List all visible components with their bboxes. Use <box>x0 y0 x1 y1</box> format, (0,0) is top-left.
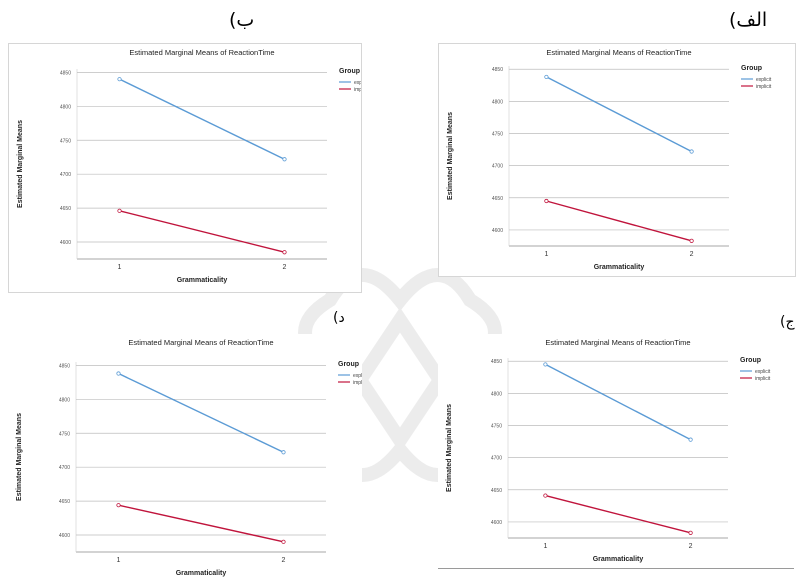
y-tick-label: 4850 <box>59 363 70 369</box>
x-axis-label: Grammaticality <box>594 264 645 271</box>
panel-label-be: ب) <box>229 9 255 31</box>
y-tick-label: 4750 <box>60 138 71 144</box>
series-explicit-point <box>282 157 287 162</box>
y-tick-label: 4600 <box>60 240 71 246</box>
panel-label-alef: الف) <box>729 9 768 31</box>
y-tick-label: 4850 <box>60 70 71 76</box>
legend-label-implicit: implicit <box>354 87 361 93</box>
y-tick-label: 4700 <box>491 456 502 462</box>
series-implicit-point <box>117 208 122 213</box>
y-tick-label: 4700 <box>492 164 503 170</box>
series-explicit-point <box>281 450 286 455</box>
chart-alef: Estimated Marginal Means of ReactionTime… <box>438 43 796 277</box>
x-axis-label: Grammaticality <box>593 556 644 563</box>
y-tick-label: 4750 <box>491 424 502 430</box>
legend-label-implicit: implicit <box>353 380 362 386</box>
series-implicit-point <box>282 250 287 255</box>
series-explicit-line <box>545 363 691 441</box>
series-implicit-line <box>119 210 285 253</box>
y-tick-label: 4650 <box>492 196 503 202</box>
legend-label-implicit: implicit <box>756 84 772 90</box>
x-axis-label: Grammaticality <box>177 277 228 284</box>
chart-title: Estimated Marginal Means of ReactionTime <box>129 48 274 57</box>
chart-svg: Estimated Marginal Means of ReactionTime… <box>17 48 361 284</box>
legend-label-explicit: explicit <box>353 373 362 379</box>
legend-title: Group <box>339 68 360 75</box>
y-axis-label: Estimated Marginal Means <box>447 112 454 200</box>
chart-svg: Estimated Marginal Means of ReactionTime… <box>446 338 771 563</box>
y-tick-label: 4700 <box>60 172 71 178</box>
y-axis-label: Estimated Marginal Means <box>17 120 24 208</box>
y-tick-label: 4600 <box>491 520 502 526</box>
series-explicit-line <box>546 76 692 153</box>
y-tick-label: 4650 <box>491 488 502 494</box>
chart-title: Estimated Marginal Means of ReactionTime <box>128 338 273 347</box>
panel-label-dal: د) <box>333 310 345 326</box>
y-tick-label: 4600 <box>59 533 70 539</box>
series-implicit-point <box>116 503 121 508</box>
legend-title: Group <box>338 361 359 368</box>
y-tick-label: 4650 <box>60 206 71 212</box>
series-implicit-point <box>688 530 693 535</box>
series-explicit-line <box>118 372 284 453</box>
legend-label-explicit: explicit <box>354 80 361 86</box>
x-tick-label: 2 <box>283 264 287 271</box>
x-tick-label: 2 <box>282 557 286 564</box>
series-explicit-point <box>116 371 121 376</box>
x-tick-label: 1 <box>543 543 547 550</box>
series-explicit-point <box>544 74 549 80</box>
series-explicit-line <box>119 78 285 160</box>
y-tick-label: 4850 <box>491 359 502 365</box>
x-tick-label: 2 <box>689 543 693 550</box>
y-axis-label: Estimated Marginal Means <box>446 404 453 492</box>
x-tick-label: 1 <box>544 251 548 258</box>
legend-title: Group <box>740 357 761 364</box>
series-implicit-line <box>545 494 691 534</box>
series-explicit-point <box>688 437 693 442</box>
y-tick-label: 4700 <box>59 465 70 471</box>
y-tick-label: 4800 <box>492 99 503 105</box>
x-tick-label: 2 <box>690 251 694 258</box>
series-implicit-point <box>281 539 286 544</box>
series-implicit-point <box>689 238 694 243</box>
chart-jim: Estimated Marginal Means of ReactionTime… <box>438 334 794 569</box>
y-tick-label: 4800 <box>59 397 70 403</box>
x-tick-label: 1 <box>118 264 122 271</box>
chart-svg: Estimated Marginal Means of ReactionTime… <box>16 338 362 577</box>
series-explicit-point <box>117 77 122 82</box>
series-implicit-line <box>118 504 284 543</box>
y-axis-label: Estimated Marginal Means <box>16 413 23 501</box>
chart-svg: Estimated Marginal Means of ReactionTime… <box>447 48 772 271</box>
legend-label-implicit: implicit <box>755 376 771 382</box>
series-explicit-point <box>543 362 548 367</box>
chart-dal: Estimated Marginal Means of ReactionTime… <box>8 334 362 583</box>
y-tick-label: 4600 <box>492 228 503 234</box>
series-implicit-line <box>546 200 692 242</box>
y-tick-label: 4750 <box>492 132 503 138</box>
series-explicit-point <box>689 149 694 154</box>
y-tick-label: 4800 <box>60 104 71 110</box>
legend-label-explicit: explicit <box>756 77 772 83</box>
chart-title: Estimated Marginal Means of ReactionTime <box>546 48 691 57</box>
series-implicit-point <box>543 493 548 498</box>
x-tick-label: 1 <box>117 557 121 564</box>
legend-label-explicit: explicit <box>755 369 771 375</box>
legend-title: Group <box>741 65 762 72</box>
y-tick-label: 4850 <box>492 67 503 73</box>
y-tick-label: 4650 <box>59 499 70 505</box>
y-tick-label: 4800 <box>491 391 502 397</box>
chart-title: Estimated Marginal Means of ReactionTime <box>545 338 690 347</box>
x-axis-label: Grammaticality <box>176 570 227 577</box>
chart-be: Estimated Marginal Means of ReactionTime… <box>8 43 362 293</box>
series-implicit-point <box>544 198 549 204</box>
y-tick-label: 4750 <box>59 431 70 437</box>
panel-label-jim: ج) <box>780 314 795 330</box>
